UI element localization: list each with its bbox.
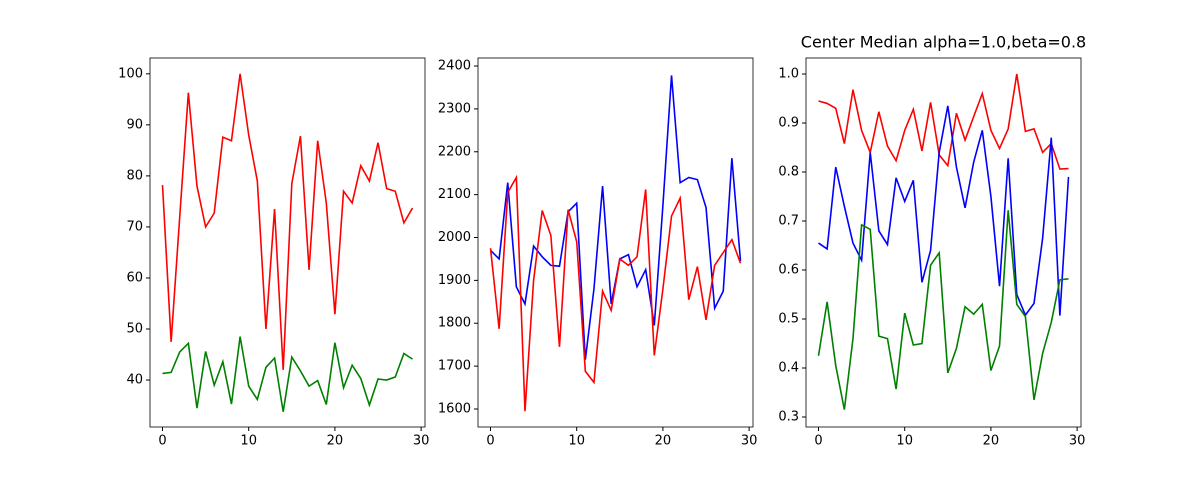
x-tick-label: 0	[814, 434, 822, 449]
line-series	[161, 73, 414, 370]
y-tick-label: 0.9	[778, 116, 799, 131]
y-tick-label: 1900	[438, 273, 471, 288]
y-tick-label: 0.7	[778, 214, 799, 229]
y-tick-label: 0.5	[778, 312, 799, 327]
y-tick-label: 50	[126, 322, 143, 337]
x-tick-label: 10	[240, 434, 257, 449]
y-tick-label: 2000	[438, 230, 471, 245]
y-tick-label: 0.3	[778, 410, 799, 425]
y-tick-label: 2300	[438, 101, 471, 116]
y-tick-label: 100	[118, 66, 143, 81]
x-tick-label: 10	[568, 434, 585, 449]
axes-frame	[477, 57, 754, 428]
line-series	[817, 210, 1069, 410]
y-tick-label: 60	[126, 270, 143, 285]
x-tick-label: 20	[327, 434, 344, 449]
x-tick-label: 0	[158, 434, 166, 449]
y-tick-label: 90	[126, 117, 143, 132]
y-tick-label: 0.8	[778, 165, 799, 180]
y-tick-label: 0.4	[778, 361, 799, 376]
axes-frame	[149, 57, 426, 428]
x-tick-label: 30	[1069, 434, 1086, 449]
x-tick-label: 10	[896, 434, 913, 449]
x-tick-label: 30	[741, 434, 758, 449]
axes-frame	[805, 57, 1082, 428]
y-tick-label: 40	[126, 373, 143, 388]
y-tick-label: 70	[126, 219, 143, 234]
y-tick-label: 1700	[438, 359, 471, 374]
line-series	[162, 336, 413, 412]
line-series	[818, 105, 1070, 317]
chart-title: Center Median alpha=1.0,beta=0.8	[801, 33, 1086, 52]
plot-area	[150, 58, 425, 427]
y-tick-label: 2400	[438, 59, 471, 74]
x-tick-label: 0	[486, 434, 494, 449]
y-tick-label: 0.6	[778, 263, 799, 278]
y-tick-label: 1600	[438, 401, 471, 416]
y-tick-label: 2200	[438, 144, 471, 159]
x-tick-label: 20	[983, 434, 1000, 449]
line-series	[489, 174, 742, 412]
y-tick-label: 1800	[438, 316, 471, 331]
plot-area	[806, 58, 1081, 427]
y-tick-label: 2100	[438, 187, 471, 202]
x-tick-label: 20	[655, 434, 672, 449]
line-series	[818, 73, 1069, 170]
x-tick-label: 30	[413, 434, 430, 449]
y-tick-label: 80	[126, 168, 143, 183]
y-tick-label: 1.0	[778, 67, 799, 82]
